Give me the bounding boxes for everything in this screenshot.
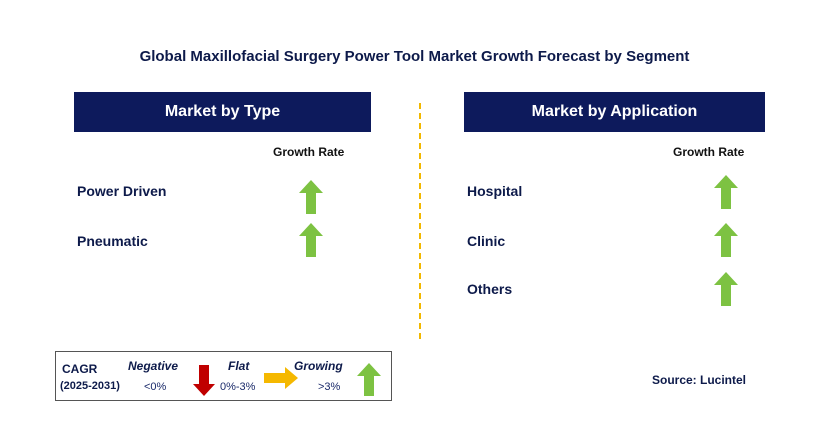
legend-period: (2025-2031) [60, 380, 120, 392]
cagr-legend: CAGR (2025-2031) Negative <0% Flat 0%-3%… [55, 351, 392, 401]
growing-arrow-icon [299, 180, 323, 214]
legend-growing-label: Growing [294, 359, 343, 373]
segment-label-pneumatic: Pneumatic [77, 233, 148, 249]
legend-cagr-label: CAGR [62, 362, 98, 376]
growing-arrow-icon [714, 223, 738, 257]
legend-negative-label: Negative [128, 359, 179, 373]
left-growth-rate-label: Growth Rate [273, 145, 345, 159]
market-by-application-header-label: Market by Application [531, 103, 698, 120]
legend-growing-range: >3% [318, 381, 341, 393]
negative-arrow-icon [193, 365, 215, 396]
segment-label-hospital: Hospital [467, 183, 523, 199]
flat-arrow-icon [264, 367, 298, 389]
right-growth-rate-label: Growth Rate [673, 145, 745, 159]
market-by-type-header: Market by Type [74, 92, 371, 132]
legend-negative-range: <0% [144, 381, 167, 393]
legend-flat-range: 0%-3% [220, 381, 256, 393]
legend-flat-label: Flat [228, 359, 250, 373]
growing-arrow-icon [714, 175, 738, 209]
growing-arrow-icon [714, 272, 738, 306]
panel-divider [419, 103, 421, 339]
source-label: Source: Lucintel [652, 373, 747, 387]
growing-arrow-icon [357, 363, 381, 396]
chart-title: Global Maxillofacial Surgery Power Tool … [139, 48, 690, 65]
segment-label-clinic: Clinic [467, 233, 506, 249]
segment-label-others: Others [467, 281, 513, 297]
market-by-type-header-label: Market by Type [164, 103, 281, 120]
segment-label-power-driven: Power Driven [77, 183, 167, 199]
growing-arrow-icon [299, 223, 323, 257]
market-by-application-header: Market by Application [464, 92, 765, 132]
